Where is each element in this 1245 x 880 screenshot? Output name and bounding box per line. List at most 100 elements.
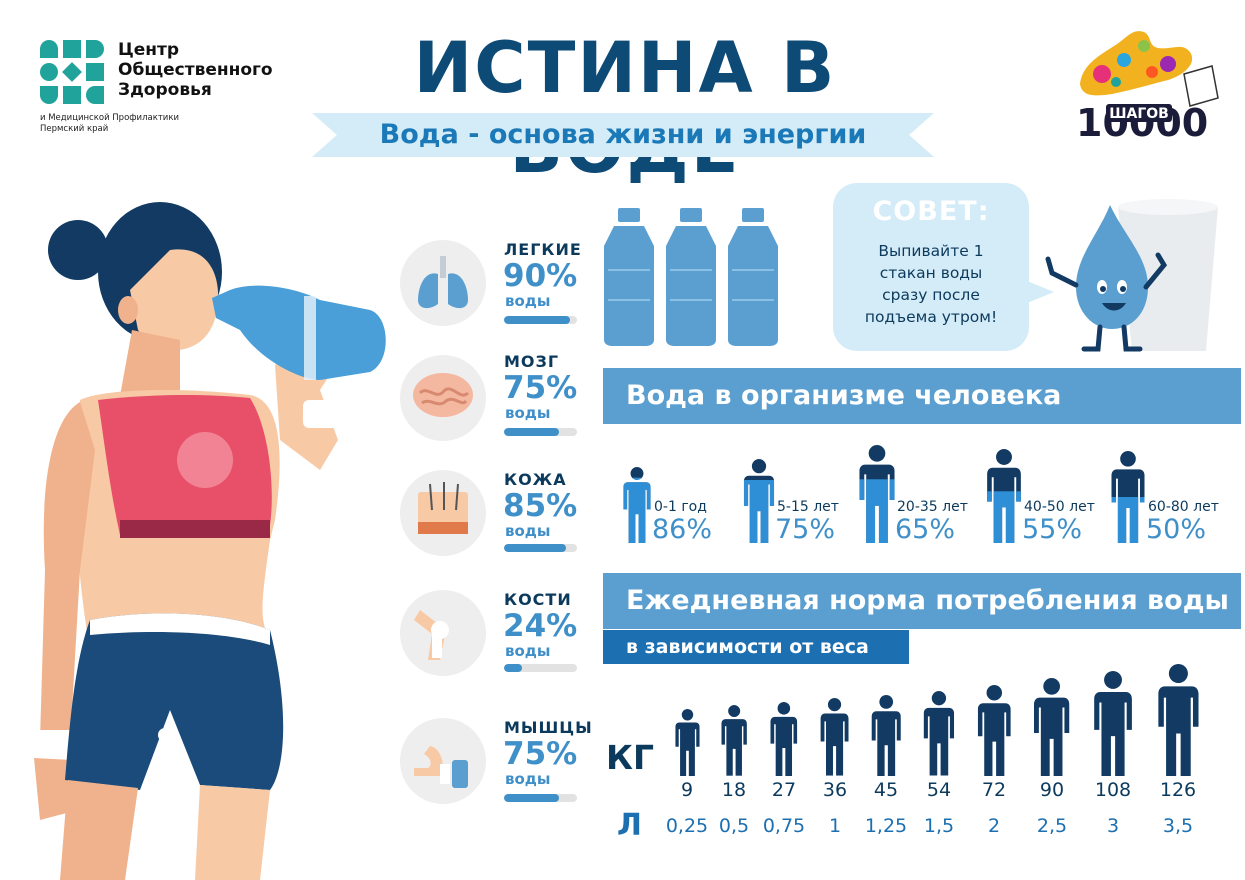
person-weight-icon (770, 701, 798, 776)
water-level-fill (1111, 497, 1145, 543)
brain-icon-circle (400, 355, 486, 441)
organ-bar-fill (504, 544, 567, 552)
organ-bar-skin (504, 544, 577, 552)
organ-percent-muscles: 75% (503, 736, 578, 772)
woman-drinking-illustration (30, 202, 386, 880)
age-group-percent: 50% (1146, 514, 1207, 545)
tip-line: Выпивайте 1 (878, 242, 984, 260)
body-water-title: Вода в организме человека (626, 380, 1062, 411)
person-weight-icon (821, 698, 849, 776)
daily-norm-subtitle: в зависимости от веса (626, 636, 869, 658)
person-age-icon (987, 449, 1021, 543)
body-water-section-header (603, 368, 1241, 424)
person-weight-icon (977, 684, 1011, 776)
organ-percent-bones: 24% (503, 608, 578, 644)
water-liters-value: 1 (828, 815, 842, 837)
bottle-icon (728, 208, 778, 346)
weight-kg-value: 36 (822, 779, 848, 801)
organ-percent-skin: 85% (503, 488, 578, 524)
organ-bar-fill (504, 316, 570, 324)
water-liters-value: 3,5 (1162, 815, 1194, 837)
tip-line: подъема утром! (864, 308, 998, 326)
org-sub-line: Пермский край (40, 124, 109, 134)
age-group-percent: 86% (652, 514, 713, 545)
person-weight-icon (1157, 664, 1199, 776)
organ-bar-fill (504, 794, 559, 802)
organ-percent-lungs: 90% (503, 258, 578, 294)
age-group-label: 0-1 год (654, 499, 707, 515)
tip-line: сразу после (882, 286, 980, 304)
organ-unit-bones: воды (505, 642, 551, 660)
water-liters-value: 0,25 (665, 815, 709, 837)
water-bottles-illustration (604, 208, 778, 346)
organ-bar-fill (504, 428, 559, 436)
bone-joint-icon (414, 610, 449, 660)
page-title: ИСТИНА В ВОДЕ (413, 27, 837, 188)
brain-icon (413, 373, 473, 417)
organ-unit-brain: воды (505, 404, 551, 422)
org-name: Центр Общественного Здоровья (118, 40, 273, 100)
tip-title: СОВЕТ: (872, 196, 990, 227)
person-weight-icon (674, 708, 700, 776)
org-sub-line: и Медицинской Профилактики (40, 113, 179, 123)
organ-bar-brain (504, 428, 577, 436)
organ-name-lungs: ЛЕГКИЕ (504, 240, 582, 259)
water-liters-value: 1,25 (864, 815, 908, 837)
org-name-line: Общественного (118, 60, 273, 80)
person-weight-icon (923, 691, 955, 776)
weight-kg-value: 108 (1094, 779, 1132, 801)
person-age-icon (1111, 451, 1145, 543)
daily-norm-subtitle-bar (603, 630, 909, 664)
organ-unit-muscles: воды (505, 770, 551, 788)
weight-kg-value: 72 (981, 779, 1007, 801)
skin-icon (418, 482, 468, 534)
organ-name-bones: КОСТИ (504, 590, 572, 609)
subtitle-ribbon (312, 113, 934, 157)
water-liters-value: 0,5 (718, 815, 750, 837)
tip-line: стакан воды (879, 264, 983, 282)
daily-norm-title: Ежедневная норма потребления воды (626, 585, 1229, 616)
organ-unit-skin: воды (505, 522, 551, 540)
org-name-line: Центр (118, 40, 180, 60)
organ-name-muscles: МЫШЦЫ (504, 718, 593, 737)
daily-norm-section-header (603, 573, 1241, 629)
organ-bar-fill (504, 664, 522, 672)
age-group-percent: 65% (895, 514, 956, 545)
age-group-label: 5-15 лет (777, 499, 839, 515)
weight-kg-value: 18 (721, 779, 747, 801)
page-subtitle: Вода - основа жизни и энергии (379, 119, 867, 150)
glass-icon (1118, 207, 1218, 351)
weight-kg-value: 45 (873, 779, 899, 801)
steps-logo-word: ШАГОВ (1109, 106, 1169, 122)
water-liters-value: 2,5 (1036, 815, 1068, 837)
muscle-arm-icon (414, 746, 468, 788)
org-logo-mark (40, 40, 104, 104)
tip-text: Выпивайте 1 стакан воды сразу после подъ… (843, 240, 1019, 328)
organ-percent-brain: 75% (503, 370, 578, 406)
water-level-fill (623, 477, 651, 543)
organ-name-skin: КОЖА (504, 470, 567, 489)
bones-icon-circle (400, 590, 486, 676)
bottle-icon (666, 208, 716, 346)
person-weight-icon (1034, 677, 1070, 776)
age-group-label: 40-50 лет (1024, 499, 1095, 515)
water-liters-value: 1,5 (923, 815, 955, 837)
organ-name-brain: МОЗГ (504, 352, 560, 371)
age-group-percent: 55% (1022, 514, 1083, 545)
water-level-fill (743, 480, 775, 543)
weight-kg-value: 54 (926, 779, 952, 801)
water-liters-value: 2 (987, 815, 1001, 837)
organ-bar-muscles (504, 794, 577, 802)
age-group-label: 20-35 лет (897, 499, 968, 515)
skin-icon-circle (400, 470, 486, 556)
water-liters-value: 0,75 (762, 815, 806, 837)
person-weight-icon (1094, 670, 1132, 776)
organ-bar-bones (504, 664, 577, 672)
tip-bubble (833, 183, 1029, 351)
org-subtitle: и Медицинской Профилактики Пермский край (40, 113, 179, 135)
organ-unit-lungs: воды (505, 292, 551, 310)
lungs-icon-circle (400, 240, 486, 326)
water-liters-value: 3 (1106, 815, 1120, 837)
age-group-percent: 75% (775, 514, 836, 545)
weight-kg-value: 126 (1159, 779, 1197, 801)
